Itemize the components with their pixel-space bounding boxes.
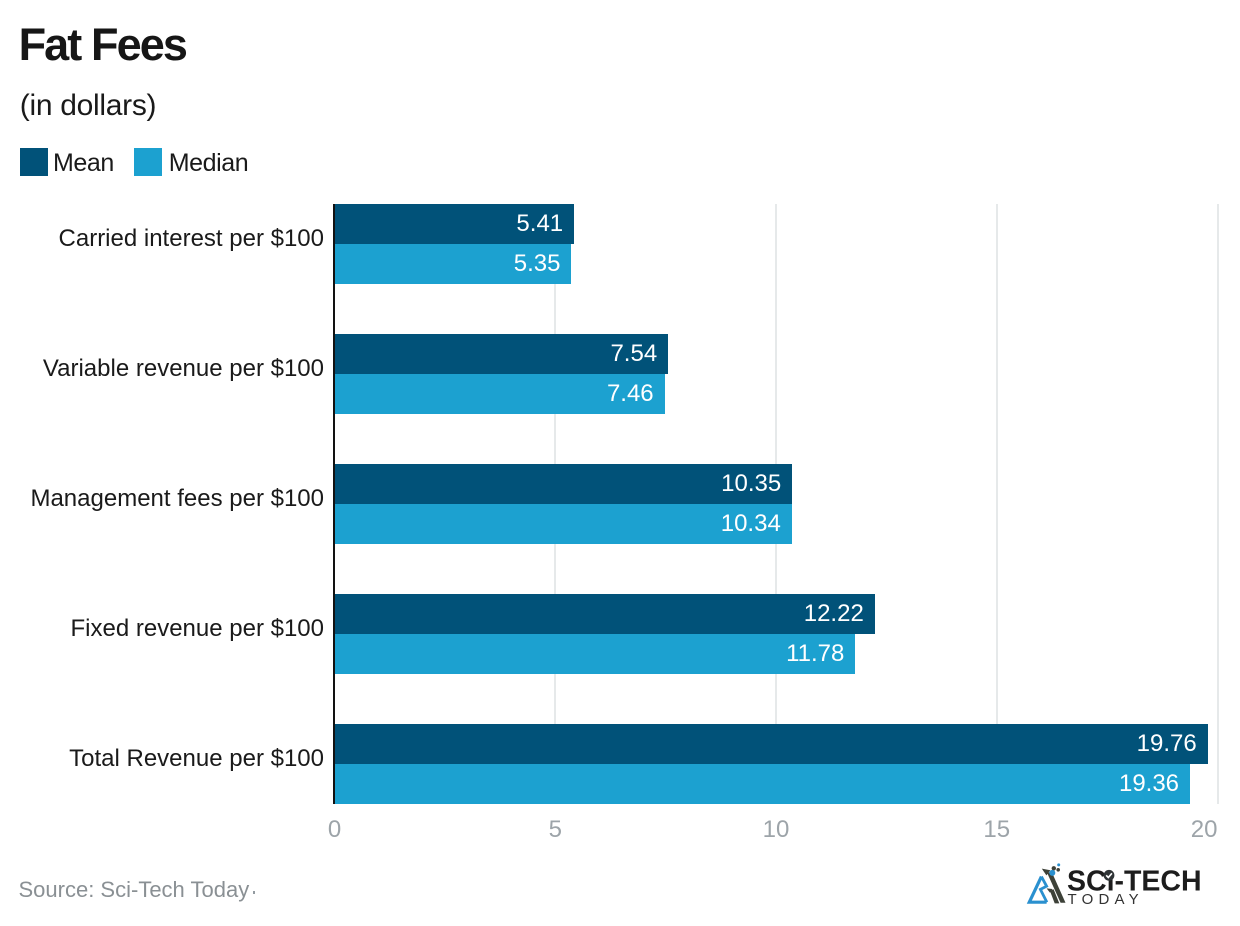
svg-text:TODAY: TODAY (1068, 891, 1144, 907)
svg-text:SCı-TECH: SCı-TECH (1067, 866, 1202, 898)
